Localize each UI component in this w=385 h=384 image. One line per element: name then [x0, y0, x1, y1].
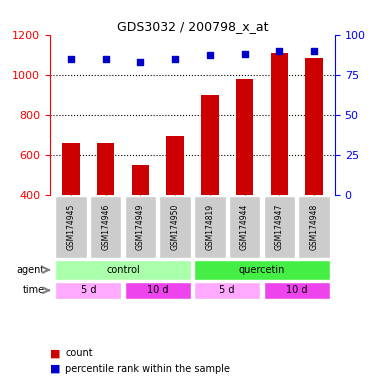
Text: ■: ■	[50, 348, 60, 358]
FancyBboxPatch shape	[55, 196, 87, 258]
Bar	[132, 165, 149, 195]
Bar	[305, 58, 323, 195]
Bar	[201, 95, 219, 195]
FancyBboxPatch shape	[90, 196, 121, 258]
Title: GDS3032 / 200798_x_at: GDS3032 / 200798_x_at	[117, 20, 268, 33]
Bar	[97, 143, 114, 195]
FancyBboxPatch shape	[264, 282, 330, 299]
Text: 5 d: 5 d	[80, 285, 96, 295]
Text: GSM174948: GSM174948	[310, 204, 319, 250]
Bar	[166, 136, 184, 195]
FancyBboxPatch shape	[125, 282, 191, 299]
Point	[276, 48, 283, 54]
Point	[137, 59, 144, 65]
Point	[172, 56, 178, 62]
Point	[68, 56, 74, 62]
Text: ■: ■	[50, 364, 60, 374]
Text: GSM174946: GSM174946	[101, 204, 110, 250]
Text: GSM174944: GSM174944	[240, 204, 249, 250]
FancyBboxPatch shape	[125, 196, 156, 258]
Text: 5 d: 5 d	[219, 285, 235, 295]
Text: quercetin: quercetin	[239, 265, 285, 275]
Text: 10 d: 10 d	[147, 285, 169, 295]
FancyBboxPatch shape	[194, 196, 226, 258]
Point	[311, 48, 317, 54]
FancyBboxPatch shape	[55, 260, 191, 280]
Text: GSM174945: GSM174945	[66, 204, 75, 250]
Point	[207, 52, 213, 58]
Bar	[236, 79, 253, 195]
Text: GSM174819: GSM174819	[205, 204, 214, 250]
FancyBboxPatch shape	[194, 260, 330, 280]
Text: time: time	[23, 285, 45, 295]
FancyBboxPatch shape	[298, 196, 330, 258]
Text: GSM174947: GSM174947	[275, 204, 284, 250]
Bar	[271, 53, 288, 195]
Text: GSM174950: GSM174950	[171, 204, 180, 250]
FancyBboxPatch shape	[194, 282, 260, 299]
Text: control: control	[106, 265, 140, 275]
Text: agent: agent	[17, 265, 45, 275]
Text: count: count	[65, 348, 93, 358]
Point	[102, 56, 109, 62]
Text: 10 d: 10 d	[286, 285, 308, 295]
Text: GSM174949: GSM174949	[136, 204, 145, 250]
Bar	[62, 143, 80, 195]
FancyBboxPatch shape	[229, 196, 260, 258]
FancyBboxPatch shape	[55, 282, 121, 299]
Point	[241, 51, 248, 57]
Text: percentile rank within the sample: percentile rank within the sample	[65, 364, 231, 374]
FancyBboxPatch shape	[159, 196, 191, 258]
FancyBboxPatch shape	[264, 196, 295, 258]
